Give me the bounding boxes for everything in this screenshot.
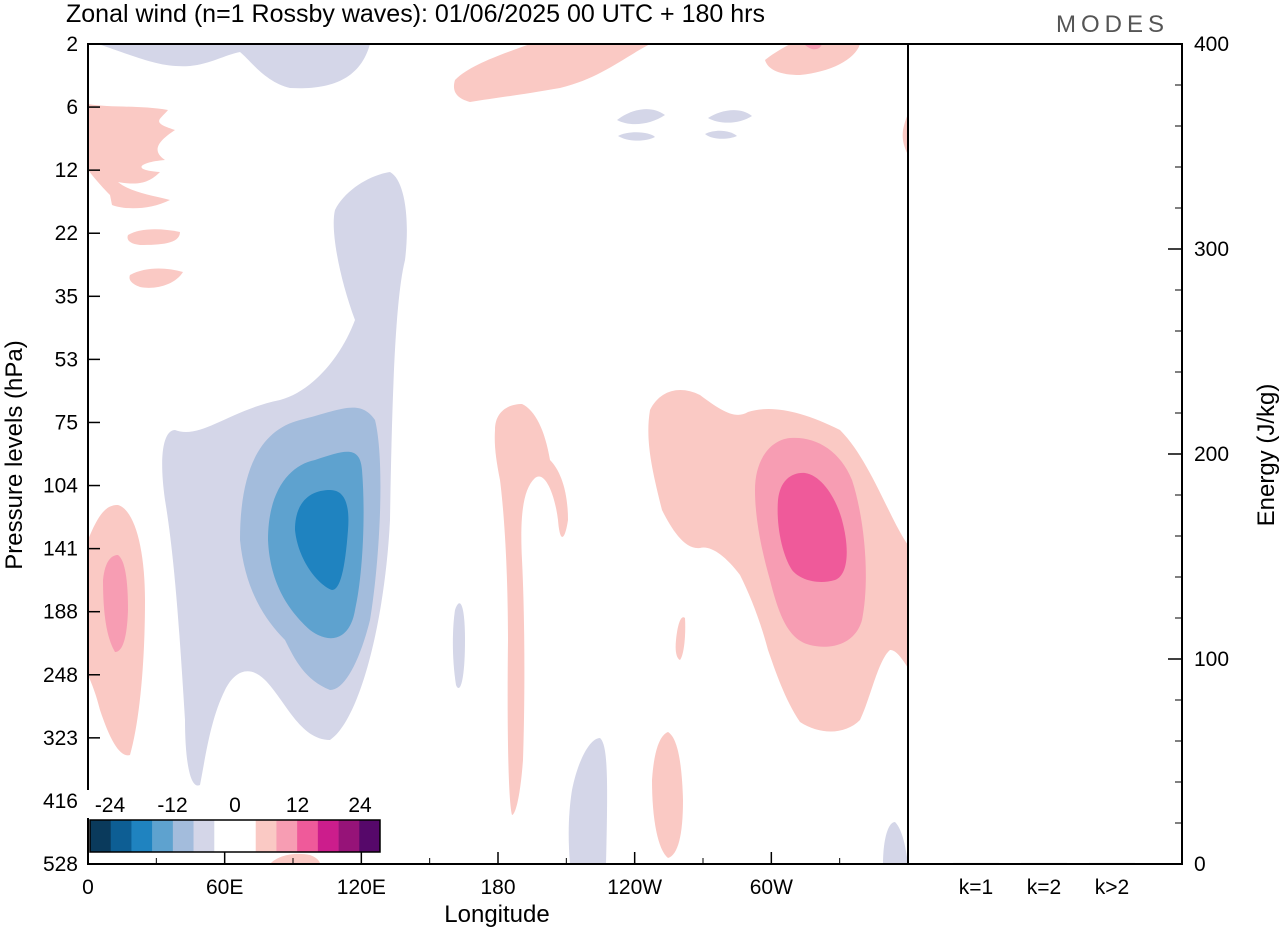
- colorbar-tick-label: 24: [348, 794, 372, 817]
- y-tick-label: 22: [55, 222, 78, 245]
- x-tick-label: 180: [480, 876, 515, 899]
- y-tick-label: 528: [43, 853, 78, 876]
- colorbar-swatch: [317, 820, 339, 852]
- contour-neg-blob-small-7: [705, 130, 737, 139]
- energy-axis-title: Energy (J/kg): [1253, 384, 1280, 527]
- x-tick-label: 0: [82, 876, 94, 899]
- colorbar-swatch: [131, 820, 153, 852]
- energy-bar: [953, 862, 999, 865]
- energy-bar-labels: k=1 k=2 k>2: [959, 876, 1129, 899]
- contour-neg-blob-small-6: [708, 110, 752, 123]
- contour-pos-right-edge: [902, 114, 908, 155]
- colorbar-frame: [89, 819, 381, 853]
- colorbar-swatch: [255, 820, 277, 852]
- colorbar-label-bg: [267, 790, 328, 818]
- contour-pos-left-dash-1: [127, 229, 180, 245]
- contour-neg-main-16: [295, 490, 349, 590]
- contour-neg-blob-small-3: [883, 822, 908, 864]
- energy-bar-label: k>2: [1095, 876, 1129, 899]
- energy-bar-label: k=2: [1027, 876, 1061, 899]
- contour-pos-top-1: [453, 44, 650, 102]
- y-axis-energy: 0 100 200 300 400: [1168, 33, 1229, 876]
- y-tick-label: 141: [43, 538, 78, 561]
- energy-bar-label: k=1: [959, 876, 993, 899]
- colorbar-swatch: [152, 820, 174, 852]
- contour-pos-left-8: [103, 555, 128, 652]
- y-tick-label: 416: [43, 790, 78, 813]
- contour-pos-right-12: [777, 472, 847, 582]
- colorbar-tick-label: 0: [229, 794, 241, 817]
- x-tick-label: 120W: [607, 876, 662, 899]
- contour-neg-blob-small-5: [618, 132, 655, 141]
- y-tick-label: 53: [55, 348, 78, 371]
- colorbar-swatch: [193, 820, 215, 852]
- contour-pos-top-3: [804, 44, 822, 50]
- colorbar-tick-label: -12: [157, 794, 187, 817]
- y-tick-label: 12: [55, 159, 78, 182]
- contour-pos-mid-2: [675, 617, 686, 660]
- energy-tick-label: 400: [1194, 33, 1229, 56]
- contour-pos-mid-3: [652, 732, 683, 858]
- colorbar: -24 -12 0 12 24: [80, 790, 390, 853]
- contour-pos-mid-1: [494, 404, 568, 815]
- colorbar-swatch: [235, 820, 257, 852]
- colorbar-tick-label: -24: [95, 794, 126, 817]
- x-tick-label: 60E: [206, 876, 243, 899]
- contour-neg-blob-small-1: [452, 603, 465, 688]
- x-tick-label: 60W: [750, 876, 793, 899]
- colorbar-swatch: [276, 820, 298, 852]
- colorbar-label-bg: [330, 790, 390, 818]
- x-axis-title: Longitude: [444, 901, 549, 928]
- contour-neg-top-band: [98, 44, 370, 89]
- contour-pos-left-upper: [88, 104, 175, 209]
- contour-pos-top-2: [765, 44, 860, 75]
- colorbar-swatch: [214, 820, 236, 852]
- colorbar-swatch: [172, 820, 194, 852]
- energy-bar: [1089, 862, 1135, 865]
- colorbar-swatch: [297, 820, 319, 852]
- colorbar-tick-label: 12: [286, 794, 309, 817]
- colorbar-swatch: [359, 820, 381, 852]
- x-axis-longitude: 0 60E 120E 180 120W 60W: [82, 852, 841, 899]
- y-tick-label: 2: [66, 33, 78, 56]
- x-tick-label: 120E: [337, 876, 386, 899]
- contour-neg-blob-small-2: [568, 738, 608, 864]
- colorbar-swatch: [90, 820, 112, 852]
- energy-bars: [953, 862, 1135, 865]
- y-tick-label: 35: [55, 285, 78, 308]
- contour-pos-left-dash-2: [129, 268, 183, 288]
- y-axis-pressure: 2 6 12 22 35 53 75 104 141 188 248 323 416 528: [43, 33, 100, 876]
- y-tick-label: 6: [66, 96, 78, 119]
- y-tick-label: 104: [43, 475, 78, 498]
- energy-tick-label: 200: [1194, 443, 1229, 466]
- chart-title: Zonal wind (n=1 Rossby waves): 01/06/202…: [66, 0, 765, 28]
- energy-bar: [1021, 862, 1067, 865]
- energy-tick-label: 0: [1194, 853, 1206, 876]
- colorbar-swatch: [338, 820, 360, 852]
- contour-field: [88, 44, 908, 864]
- y-tick-label: 75: [55, 411, 78, 434]
- contour-neg-blob-small-4: [617, 109, 665, 125]
- colorbar-label-bg: [142, 790, 203, 818]
- y-tick-label: 323: [43, 727, 78, 750]
- y-tick-label: 248: [43, 664, 78, 687]
- contour-pos-bottom-strip: [270, 853, 320, 864]
- y-axis-title: Pressure levels (hPa): [1, 340, 28, 569]
- energy-tick-label: 300: [1194, 238, 1229, 261]
- y-tick-label: 188: [43, 601, 78, 624]
- energy-plot-frame: [907, 43, 1183, 865]
- colorbar-label-bg: [80, 790, 140, 818]
- colorbar-swatch: [110, 820, 132, 852]
- energy-tick-label: 100: [1194, 648, 1229, 671]
- modes-logo: MODES: [1056, 11, 1169, 38]
- colorbar-label-bg: [205, 790, 265, 818]
